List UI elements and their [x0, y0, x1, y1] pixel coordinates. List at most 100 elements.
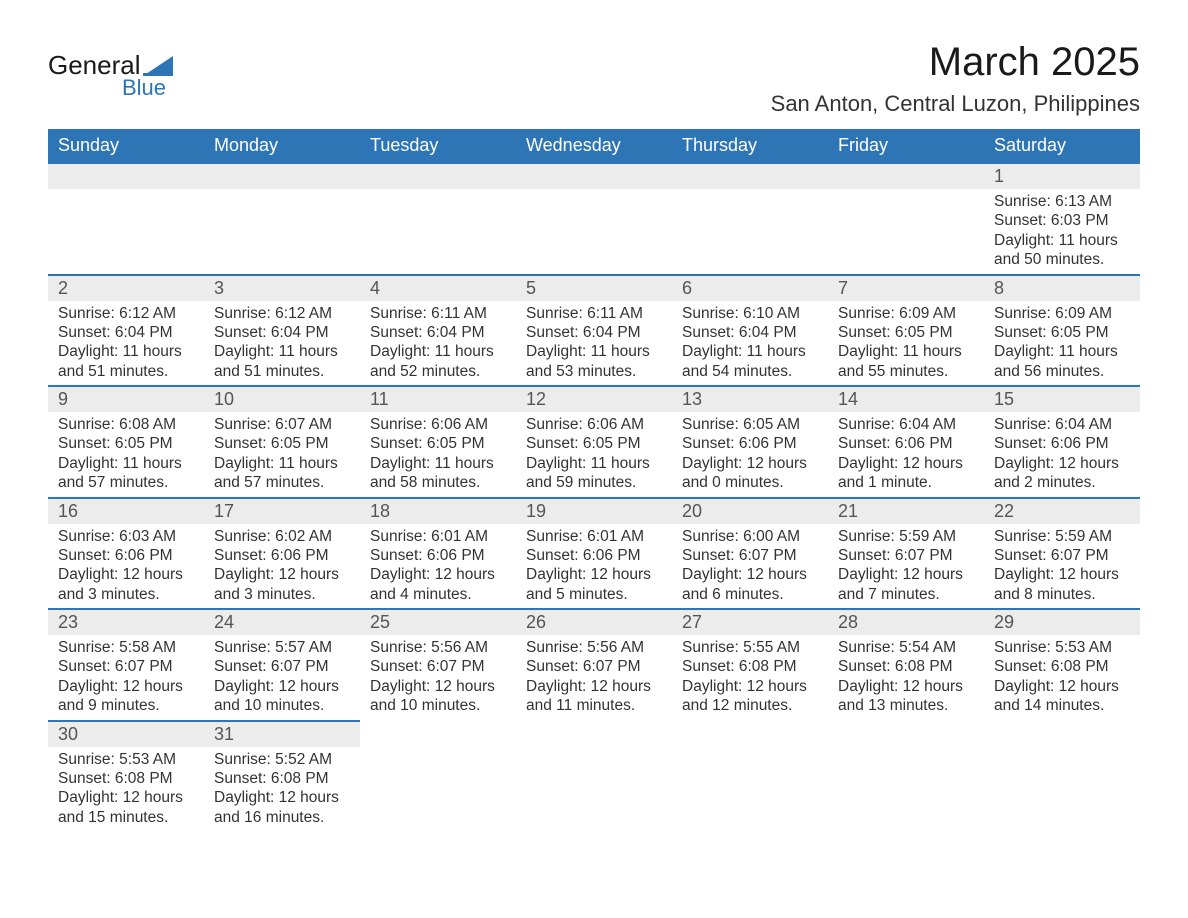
- sunrise-text: Sunrise: 6:01 AM: [370, 527, 506, 546]
- day-cell: [828, 162, 984, 274]
- sunset-text: Sunset: 6:07 PM: [682, 546, 818, 565]
- sunset-text: Sunset: 6:06 PM: [370, 546, 506, 565]
- week-row: 23Sunrise: 5:58 AMSunset: 6:07 PMDayligh…: [48, 608, 1140, 720]
- sunset-text: Sunset: 6:08 PM: [682, 657, 818, 676]
- daylight-text: Daylight: 12 hours and 2 minutes.: [994, 454, 1130, 493]
- sunset-text: Sunset: 6:07 PM: [526, 657, 662, 676]
- day-body: [48, 189, 204, 196]
- day-body: Sunrise: 5:57 AMSunset: 6:07 PMDaylight:…: [204, 635, 360, 720]
- weekday-monday: Monday: [204, 129, 360, 162]
- sunrise-text: Sunrise: 6:12 AM: [58, 304, 194, 323]
- day-body: Sunrise: 6:05 AMSunset: 6:06 PMDaylight:…: [672, 412, 828, 497]
- sunset-text: Sunset: 6:05 PM: [370, 434, 506, 453]
- day-number: [360, 162, 516, 189]
- day-body: Sunrise: 5:55 AMSunset: 6:08 PMDaylight:…: [672, 635, 828, 720]
- weekday-friday: Friday: [828, 129, 984, 162]
- daylight-text: Daylight: 12 hours and 5 minutes.: [526, 565, 662, 604]
- day-number: 26: [516, 608, 672, 635]
- day-number: 13: [672, 385, 828, 412]
- day-number: 6: [672, 274, 828, 301]
- day-number: 30: [48, 720, 204, 747]
- sunset-text: Sunset: 6:05 PM: [838, 323, 974, 342]
- daylight-text: Daylight: 12 hours and 16 minutes.: [214, 788, 350, 827]
- sunrise-text: Sunrise: 5:53 AM: [994, 638, 1130, 657]
- day-cell: 25Sunrise: 5:56 AMSunset: 6:07 PMDayligh…: [360, 608, 516, 720]
- daylight-text: Daylight: 12 hours and 14 minutes.: [994, 677, 1130, 716]
- day-number: 24: [204, 608, 360, 635]
- day-number: 3: [204, 274, 360, 301]
- day-cell: 23Sunrise: 5:58 AMSunset: 6:07 PMDayligh…: [48, 608, 204, 720]
- day-body: Sunrise: 6:11 AMSunset: 6:04 PMDaylight:…: [516, 301, 672, 386]
- day-body: Sunrise: 6:01 AMSunset: 6:06 PMDaylight:…: [516, 524, 672, 609]
- header: General Blue March 2025 San Anton, Centr…: [48, 40, 1140, 117]
- sunset-text: Sunset: 6:07 PM: [838, 546, 974, 565]
- daylight-text: Daylight: 11 hours and 57 minutes.: [58, 454, 194, 493]
- day-cell: 17Sunrise: 6:02 AMSunset: 6:06 PMDayligh…: [204, 497, 360, 609]
- day-number: 25: [360, 608, 516, 635]
- day-number: 1: [984, 162, 1140, 189]
- week-row: 16Sunrise: 6:03 AMSunset: 6:06 PMDayligh…: [48, 497, 1140, 609]
- day-body: [204, 189, 360, 196]
- day-number: 10: [204, 385, 360, 412]
- sunset-text: Sunset: 6:08 PM: [994, 657, 1130, 676]
- title-block: March 2025 San Anton, Central Luzon, Phi…: [771, 40, 1140, 117]
- day-number: 21: [828, 497, 984, 524]
- day-cell: [360, 162, 516, 274]
- daylight-text: Daylight: 12 hours and 10 minutes.: [370, 677, 506, 716]
- day-cell: 22Sunrise: 5:59 AMSunset: 6:07 PMDayligh…: [984, 497, 1140, 609]
- day-body: Sunrise: 5:59 AMSunset: 6:07 PMDaylight:…: [984, 524, 1140, 609]
- sunset-text: Sunset: 6:07 PM: [370, 657, 506, 676]
- daylight-text: Daylight: 12 hours and 12 minutes.: [682, 677, 818, 716]
- day-cell: 5Sunrise: 6:11 AMSunset: 6:04 PMDaylight…: [516, 274, 672, 386]
- day-number: 15: [984, 385, 1140, 412]
- day-body: Sunrise: 5:53 AMSunset: 6:08 PMDaylight:…: [984, 635, 1140, 720]
- day-body: Sunrise: 6:11 AMSunset: 6:04 PMDaylight:…: [360, 301, 516, 386]
- day-number: 8: [984, 274, 1140, 301]
- sunrise-text: Sunrise: 6:03 AM: [58, 527, 194, 546]
- sunrise-text: Sunrise: 6:04 AM: [838, 415, 974, 434]
- sunset-text: Sunset: 6:07 PM: [994, 546, 1130, 565]
- day-cell: 28Sunrise: 5:54 AMSunset: 6:08 PMDayligh…: [828, 608, 984, 720]
- day-number: 16: [48, 497, 204, 524]
- sunrise-text: Sunrise: 5:58 AM: [58, 638, 194, 657]
- daylight-text: Daylight: 11 hours and 59 minutes.: [526, 454, 662, 493]
- sunset-text: Sunset: 6:05 PM: [526, 434, 662, 453]
- day-number: 2: [48, 274, 204, 301]
- sunset-text: Sunset: 6:06 PM: [682, 434, 818, 453]
- day-cell: 9Sunrise: 6:08 AMSunset: 6:05 PMDaylight…: [48, 385, 204, 497]
- day-body: [516, 189, 672, 196]
- sunset-text: Sunset: 6:04 PM: [214, 323, 350, 342]
- day-number: 11: [360, 385, 516, 412]
- daylight-text: Daylight: 11 hours and 54 minutes.: [682, 342, 818, 381]
- day-body: Sunrise: 6:12 AMSunset: 6:04 PMDaylight:…: [204, 301, 360, 386]
- day-cell: 13Sunrise: 6:05 AMSunset: 6:06 PMDayligh…: [672, 385, 828, 497]
- day-body: [516, 747, 672, 754]
- daylight-text: Daylight: 12 hours and 4 minutes.: [370, 565, 506, 604]
- day-number: 20: [672, 497, 828, 524]
- sunset-text: Sunset: 6:07 PM: [214, 657, 350, 676]
- weekday-sunday: Sunday: [48, 129, 204, 162]
- day-body: Sunrise: 5:54 AMSunset: 6:08 PMDaylight:…: [828, 635, 984, 720]
- day-number: [672, 162, 828, 189]
- sunrise-text: Sunrise: 6:13 AM: [994, 192, 1130, 211]
- day-number: 4: [360, 274, 516, 301]
- day-cell: 21Sunrise: 5:59 AMSunset: 6:07 PMDayligh…: [828, 497, 984, 609]
- sunset-text: Sunset: 6:06 PM: [214, 546, 350, 565]
- sunset-text: Sunset: 6:06 PM: [838, 434, 974, 453]
- logo: General Blue: [48, 50, 173, 101]
- daylight-text: Daylight: 11 hours and 50 minutes.: [994, 231, 1130, 270]
- daylight-text: Daylight: 12 hours and 9 minutes.: [58, 677, 194, 716]
- sunset-text: Sunset: 6:07 PM: [58, 657, 194, 676]
- day-number: 17: [204, 497, 360, 524]
- day-cell: 26Sunrise: 5:56 AMSunset: 6:07 PMDayligh…: [516, 608, 672, 720]
- location: San Anton, Central Luzon, Philippines: [771, 91, 1140, 117]
- daylight-text: Daylight: 11 hours and 58 minutes.: [370, 454, 506, 493]
- day-number: 22: [984, 497, 1140, 524]
- day-cell: [672, 720, 828, 832]
- day-body: Sunrise: 6:04 AMSunset: 6:06 PMDaylight:…: [828, 412, 984, 497]
- sunrise-text: Sunrise: 5:59 AM: [994, 527, 1130, 546]
- day-body: Sunrise: 6:01 AMSunset: 6:06 PMDaylight:…: [360, 524, 516, 609]
- sunset-text: Sunset: 6:05 PM: [214, 434, 350, 453]
- day-cell: 19Sunrise: 6:01 AMSunset: 6:06 PMDayligh…: [516, 497, 672, 609]
- day-body: [984, 747, 1140, 754]
